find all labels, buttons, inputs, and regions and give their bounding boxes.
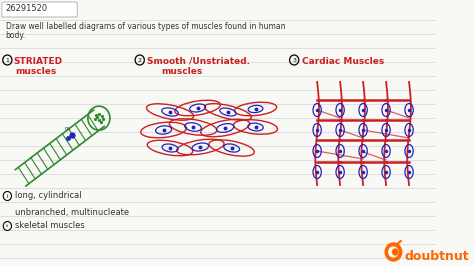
- Text: iii: iii: [6, 224, 9, 228]
- FancyBboxPatch shape: [2, 2, 77, 17]
- Text: no: no: [64, 126, 71, 131]
- Text: Smooth /Unstriated.: Smooth /Unstriated.: [147, 57, 250, 66]
- Circle shape: [392, 249, 398, 255]
- Text: long, cylindrical: long, cylindrical: [15, 192, 82, 201]
- Circle shape: [385, 243, 401, 261]
- Text: body.: body.: [6, 31, 26, 40]
- Text: STRIATED: STRIATED: [14, 57, 63, 66]
- Text: unbranched, multinucleate: unbranched, multinucleate: [15, 207, 129, 217]
- Text: doubtnut: doubtnut: [404, 250, 469, 263]
- Text: 26291520: 26291520: [6, 4, 48, 13]
- Text: i: i: [7, 193, 8, 198]
- Circle shape: [389, 247, 398, 257]
- Text: 3: 3: [292, 57, 296, 63]
- Text: Draw well labelled diagrams of various types of muscles found in human: Draw well labelled diagrams of various t…: [6, 22, 285, 31]
- Text: 2: 2: [138, 57, 142, 63]
- Text: muscles: muscles: [16, 67, 57, 76]
- Text: Cardiac Muscles: Cardiac Muscles: [301, 57, 384, 66]
- Text: muscles: muscles: [161, 67, 202, 76]
- Text: skeletal muscles: skeletal muscles: [15, 222, 84, 231]
- Text: 1: 1: [5, 57, 9, 63]
